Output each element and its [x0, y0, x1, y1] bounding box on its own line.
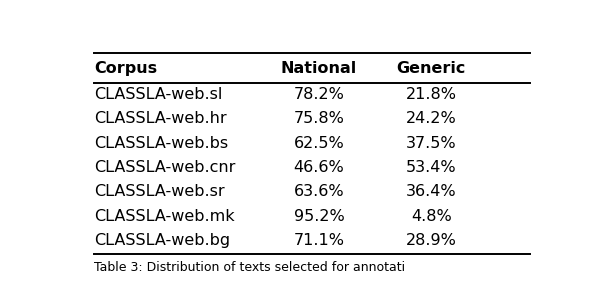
Text: CLASSLA-web.sr: CLASSLA-web.sr	[94, 185, 225, 199]
Text: Generic: Generic	[397, 60, 466, 76]
Text: CLASSLA-web.hr: CLASSLA-web.hr	[94, 111, 227, 126]
Text: 4.8%: 4.8%	[411, 209, 452, 224]
Text: 28.9%: 28.9%	[406, 233, 457, 248]
Text: 62.5%: 62.5%	[294, 136, 344, 151]
Text: CLASSLA-web.mk: CLASSLA-web.mk	[94, 209, 235, 224]
Text: CLASSLA-web.sl: CLASSLA-web.sl	[94, 87, 223, 102]
Text: 78.2%: 78.2%	[294, 87, 344, 102]
Text: CLASSLA-web.bg: CLASSLA-web.bg	[94, 233, 230, 248]
Text: 36.4%: 36.4%	[406, 185, 457, 199]
Text: 24.2%: 24.2%	[406, 111, 457, 126]
Text: 75.8%: 75.8%	[294, 111, 344, 126]
Text: Table 3: Distribution of texts selected for annotati: Table 3: Distribution of texts selected …	[94, 261, 405, 274]
Text: 37.5%: 37.5%	[406, 136, 457, 151]
Text: Corpus: Corpus	[94, 60, 158, 76]
Text: 71.1%: 71.1%	[294, 233, 344, 248]
Text: 95.2%: 95.2%	[294, 209, 344, 224]
Text: 63.6%: 63.6%	[294, 185, 344, 199]
Text: CLASSLA-web.cnr: CLASSLA-web.cnr	[94, 160, 236, 175]
Text: National: National	[281, 60, 357, 76]
Text: 53.4%: 53.4%	[406, 160, 457, 175]
Text: CLASSLA-web.bs: CLASSLA-web.bs	[94, 136, 228, 151]
Text: 21.8%: 21.8%	[406, 87, 457, 102]
Text: 46.6%: 46.6%	[294, 160, 344, 175]
